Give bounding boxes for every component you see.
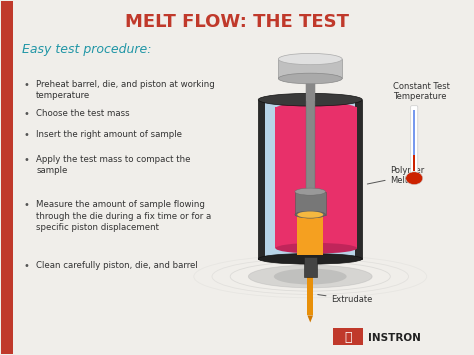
Circle shape bbox=[406, 172, 423, 185]
FancyBboxPatch shape bbox=[275, 107, 357, 248]
Text: •: • bbox=[23, 261, 29, 271]
FancyBboxPatch shape bbox=[333, 328, 363, 345]
Text: Choose the test mass: Choose the test mass bbox=[36, 109, 130, 118]
Text: Insert the right amount of sample: Insert the right amount of sample bbox=[36, 130, 182, 139]
Ellipse shape bbox=[274, 268, 346, 284]
FancyBboxPatch shape bbox=[306, 78, 315, 203]
Text: Extrudate: Extrudate bbox=[318, 295, 373, 304]
FancyBboxPatch shape bbox=[308, 277, 313, 315]
FancyBboxPatch shape bbox=[278, 59, 342, 78]
Text: MELT FLOW: THE TEST: MELT FLOW: THE TEST bbox=[125, 13, 349, 31]
Text: •: • bbox=[23, 80, 29, 90]
FancyBboxPatch shape bbox=[304, 257, 317, 277]
Text: •: • bbox=[23, 201, 29, 211]
Ellipse shape bbox=[275, 102, 357, 115]
Text: Measure the amount of sample flowing
through the die during a fix time or for a
: Measure the amount of sample flowing thr… bbox=[36, 201, 211, 232]
Text: •: • bbox=[23, 154, 29, 164]
Text: Polymer
Melt: Polymer Melt bbox=[367, 166, 425, 185]
FancyBboxPatch shape bbox=[413, 154, 415, 171]
Text: •: • bbox=[23, 130, 29, 140]
Ellipse shape bbox=[258, 253, 362, 264]
FancyBboxPatch shape bbox=[297, 215, 323, 255]
FancyBboxPatch shape bbox=[265, 101, 356, 256]
Text: Ⓜ: Ⓜ bbox=[344, 331, 352, 344]
Text: Easy test procedure:: Easy test procedure: bbox=[22, 43, 152, 56]
Ellipse shape bbox=[258, 93, 362, 106]
Text: •: • bbox=[23, 109, 29, 119]
FancyBboxPatch shape bbox=[413, 110, 415, 154]
Ellipse shape bbox=[295, 188, 326, 195]
Polygon shape bbox=[308, 315, 313, 322]
FancyBboxPatch shape bbox=[0, 1, 12, 354]
FancyBboxPatch shape bbox=[410, 106, 418, 175]
Ellipse shape bbox=[278, 53, 342, 65]
Ellipse shape bbox=[248, 265, 372, 288]
Text: Apply the test mass to compact the
sample: Apply the test mass to compact the sampl… bbox=[36, 154, 191, 175]
Text: Constant Test
Temperature: Constant Test Temperature bbox=[393, 82, 450, 102]
Text: INSTRON: INSTRON bbox=[368, 333, 421, 343]
Text: Preheat barrel, die, and piston at working
temperature: Preheat barrel, die, and piston at worki… bbox=[36, 80, 215, 100]
Ellipse shape bbox=[297, 212, 323, 218]
FancyBboxPatch shape bbox=[306, 78, 315, 102]
Text: Clean carefully piston, die, and barrel: Clean carefully piston, die, and barrel bbox=[36, 261, 198, 269]
Ellipse shape bbox=[278, 73, 342, 84]
FancyBboxPatch shape bbox=[295, 192, 326, 215]
Ellipse shape bbox=[265, 96, 356, 106]
Ellipse shape bbox=[295, 211, 326, 218]
Ellipse shape bbox=[275, 243, 357, 253]
FancyBboxPatch shape bbox=[258, 100, 362, 259]
